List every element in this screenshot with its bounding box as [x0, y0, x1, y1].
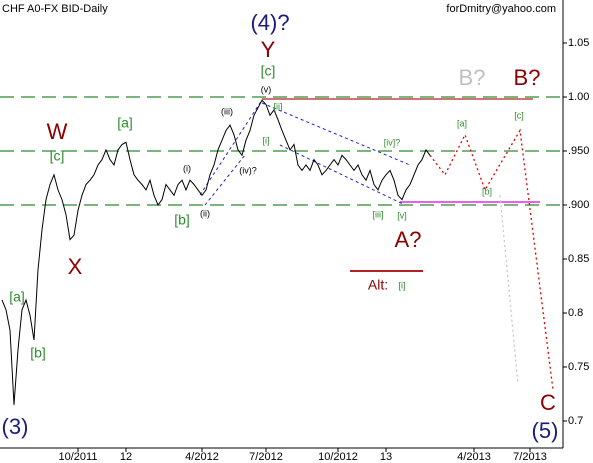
- channel-line: [261, 102, 411, 166]
- wave-label: [b]: [30, 345, 46, 361]
- wave-label: (iv)?: [239, 165, 257, 175]
- price-line: [1, 99, 431, 405]
- wave-label: [i]: [262, 135, 269, 145]
- wave-label: (4)?: [250, 10, 289, 35]
- y-tick-label: 0.85: [568, 253, 589, 265]
- wave-label: (iii): [221, 106, 233, 116]
- y-tick-label: .900: [568, 199, 589, 211]
- wave-label: [a]: [457, 118, 467, 128]
- wave-label: Y: [261, 37, 276, 62]
- wave-label: (5): [532, 418, 559, 443]
- wave-label: (3): [2, 414, 29, 439]
- y-tick-label: 0.8: [568, 307, 583, 319]
- y-tick-label: 1.00: [568, 91, 589, 103]
- wave-label: [a]: [9, 289, 25, 305]
- channel-line: [199, 99, 263, 196]
- x-tick-label: 7/2013: [513, 451, 547, 463]
- wave-label: (ii): [200, 208, 210, 218]
- wave-label: [v]: [397, 210, 407, 220]
- x-tick-label: 10/2012: [318, 451, 358, 463]
- wave-label: B?: [514, 65, 541, 90]
- wave-label: A?: [395, 227, 422, 252]
- wave-label: Alt:: [368, 277, 388, 293]
- wave-label: (i): [183, 163, 191, 173]
- wave-label: [a]: [117, 115, 133, 131]
- wave-label: [iv]?: [384, 137, 401, 147]
- wave-label: [b]: [482, 186, 492, 196]
- wave-label: X: [68, 254, 83, 279]
- wave-label: [i]: [398, 280, 405, 290]
- channel-line: [204, 154, 246, 206]
- forecast-line: [429, 128, 554, 390]
- x-tick-label: 13: [380, 451, 392, 463]
- wave-label: B?: [459, 65, 486, 90]
- wave-label: [c]: [261, 63, 276, 79]
- wave-label: [ii]: [274, 101, 283, 111]
- forecast-line: [499, 195, 519, 385]
- y-tick-label: 0.7: [568, 415, 583, 427]
- x-tick-label: 10/2011: [59, 451, 98, 463]
- x-tick-label: 4/2013: [457, 451, 491, 463]
- wave-label: [c]: [514, 110, 524, 120]
- wave-label: W: [47, 119, 68, 144]
- wave-label: [b]: [174, 212, 190, 228]
- y-tick-label: .950: [568, 145, 589, 157]
- x-tick-label: 12: [120, 451, 132, 463]
- x-tick-label: 4/2012: [185, 451, 219, 463]
- y-tick-label: 0.75: [568, 361, 589, 373]
- wave-label: (v): [261, 84, 272, 94]
- wave-label: [c]: [50, 148, 65, 164]
- x-tick-label: 7/2012: [249, 451, 283, 463]
- credit: forDmitry@yahoo.com: [446, 3, 556, 15]
- channel-line: [279, 144, 406, 206]
- y-tick-label: 1.05: [568, 37, 589, 49]
- chart-title: CHF A0-FX BID-Daily: [2, 3, 108, 15]
- wave-label: [iii]: [373, 209, 384, 219]
- wave-label: C: [540, 390, 556, 415]
